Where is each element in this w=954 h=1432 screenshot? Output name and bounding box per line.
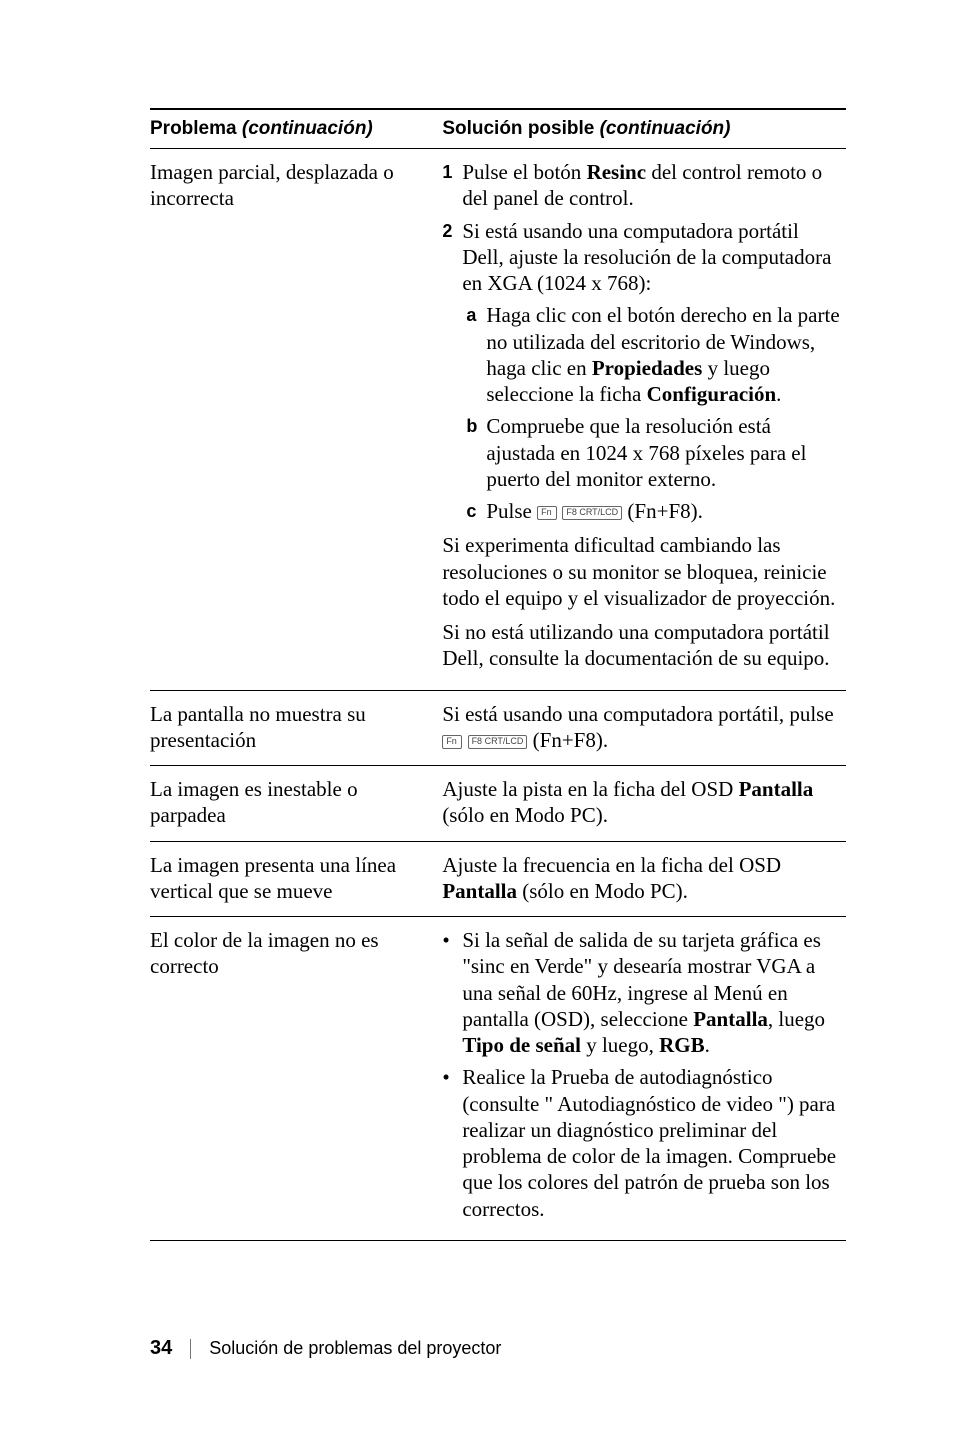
solution-text: Ajuste la pista en la ficha del OSD: [442, 777, 738, 801]
bullet-marker: •: [442, 1064, 462, 1222]
table-row: La imagen presenta una línea vertical qu…: [150, 841, 846, 917]
step-marker: 1: [442, 159, 462, 212]
substep-body: Haga clic con el botón derecho en la par…: [486, 302, 840, 407]
bullet-body: Si la señal de salida de su tarjeta gráf…: [462, 927, 840, 1058]
solution-text: Ajuste la frecuencia en la ficha del OSD: [442, 853, 781, 877]
substep-text: Pulse: [486, 499, 537, 523]
bullet-marker: •: [442, 927, 462, 1058]
solution-cell: Ajuste la pista en la ficha del OSD Pant…: [442, 766, 846, 842]
substep-body: Compruebe que la resolución está ajustad…: [486, 413, 840, 492]
problem-cont: (continuación): [242, 118, 373, 139]
bullet-bold: RGB: [659, 1033, 705, 1057]
section-title: Solución de problemas del proyector: [209, 1338, 501, 1359]
substep-bold: Propiedades: [592, 356, 702, 380]
solution-text: (sólo en Modo PC).: [517, 879, 688, 903]
table-row: La imagen es inestable o parpadea Ajuste…: [150, 766, 846, 842]
solution-text: (Fn+F8).: [533, 728, 608, 752]
bullet-body: Realice la Prueba de autodiagnóstico (co…: [462, 1064, 840, 1222]
solution-cell: Ajuste la frecuencia en la ficha del OSD…: [442, 841, 846, 917]
solution-cell: 1 Pulse el botón Resinc del control remo…: [442, 149, 846, 691]
f8-key-icon: F8 CRT/LCD: [468, 735, 528, 749]
table-header-row: Problema (continuación) Solución posible…: [150, 109, 846, 149]
problem-cell: La pantalla no muestra su presentación: [150, 690, 442, 766]
substep-marker: a: [466, 302, 486, 407]
table-row: Imagen parcial, desplazada o incorrecta …: [150, 149, 846, 691]
solution-text: Si está usando una computadora portátil,…: [442, 702, 833, 726]
col-solution-header: Solución posible (continuación): [442, 109, 846, 149]
problem-cell: La imagen es inestable o parpadea: [150, 766, 442, 842]
col-problem-header: Problema (continuación): [150, 109, 442, 149]
solution-bold: Pantalla: [739, 777, 814, 801]
fn-key-icon: Fn: [442, 735, 462, 749]
solution-cell: • Si la señal de salida de su tarjeta gr…: [442, 917, 846, 1241]
table-row: La pantalla no muestra su presentación S…: [150, 690, 846, 766]
solution-cell: Si está usando una computadora portátil,…: [442, 690, 846, 766]
step-marker: 2: [442, 218, 462, 297]
substep-marker: b: [466, 413, 486, 492]
bullet-text: .: [705, 1033, 710, 1057]
problem-cell: El color de la imagen no es correcto: [150, 917, 442, 1241]
solution-label: Solución posible: [442, 118, 594, 139]
page-footer: 34 Solución de problemas del proyector: [150, 1337, 501, 1360]
step-body: Si está usando una computadora portátil …: [462, 218, 840, 297]
substep-text: .: [776, 382, 781, 406]
problem-cell: La imagen presenta una línea vertical qu…: [150, 841, 442, 917]
step-body: Pulse el botón Resinc del control remoto…: [462, 159, 840, 212]
bullet-1: • Si la señal de salida de su tarjeta gr…: [442, 927, 840, 1058]
problem-label: Problema: [150, 118, 237, 139]
step-1: 1 Pulse el botón Resinc del control remo…: [442, 159, 840, 212]
bullet-bold: Pantalla: [693, 1007, 768, 1031]
step-bold: Resinc: [587, 160, 647, 184]
paragraph: Si no está utilizando una computadora po…: [442, 619, 840, 672]
substep-bold: Configuración: [647, 382, 777, 406]
footer-divider: [190, 1339, 191, 1359]
page-number: 34: [150, 1337, 172, 1360]
f8-key-icon: F8 CRT/LCD: [562, 506, 622, 520]
troubleshooting-table: Problema (continuación) Solución posible…: [150, 108, 846, 1241]
bullet-text: , luego: [768, 1007, 825, 1031]
fn-key-icon: Fn: [537, 506, 557, 520]
substep-a: a Haga clic con el botón derecho en la p…: [442, 302, 840, 407]
bullet-text: y luego,: [581, 1033, 659, 1057]
substep-text: (Fn+F8).: [627, 499, 702, 523]
step-text: Pulse el botón: [462, 160, 586, 184]
step-2: 2 Si está usando una computadora portáti…: [442, 218, 840, 297]
substep-marker: c: [466, 498, 486, 524]
substep-body: Pulse Fn F8 CRT/LCD (Fn+F8).: [486, 498, 840, 524]
substep-b: b Compruebe que la resolución está ajust…: [442, 413, 840, 492]
solution-text: (sólo en Modo PC).: [442, 803, 608, 827]
substep-c: c Pulse Fn F8 CRT/LCD (Fn+F8).: [442, 498, 840, 524]
bullet-bold: Tipo de señal: [462, 1033, 581, 1057]
paragraph: Si experimenta dificultad cambiando las …: [442, 532, 840, 611]
problem-cell: Imagen parcial, desplazada o incorrecta: [150, 149, 442, 691]
bullet-2: • Realice la Prueba de autodiagnóstico (…: [442, 1064, 840, 1222]
table-row: El color de la imagen no es correcto • S…: [150, 917, 846, 1241]
solution-bold: Pantalla: [442, 879, 517, 903]
solution-cont: (continuación): [600, 118, 731, 139]
